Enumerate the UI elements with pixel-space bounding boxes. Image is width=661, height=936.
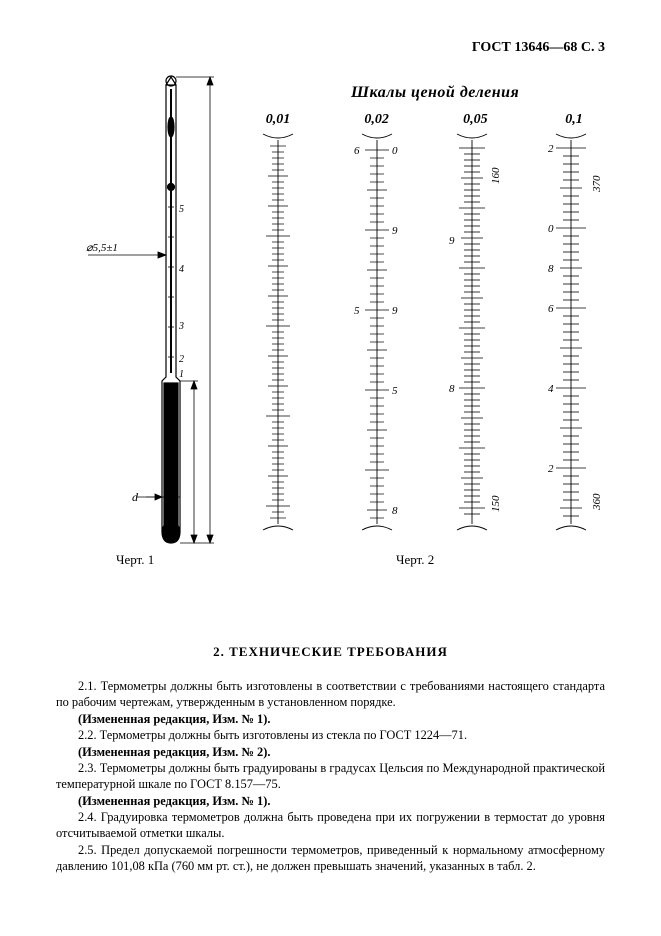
header-standard-id: ГОСТ 13646—68 С. 3 xyxy=(56,40,605,56)
para-2-2-note: (Измененная редакция, Изм. № 2). xyxy=(56,744,605,760)
svg-text:5: 5 xyxy=(392,385,398,397)
scale-005: 160 150 9 8 xyxy=(435,132,515,532)
svg-text:5: 5 xyxy=(354,305,360,317)
scale-label-002: 0,02 xyxy=(364,112,389,128)
para-2-3-note: (Измененная редакция, Изм. № 1). xyxy=(56,793,605,809)
scales-group: 0,01 xyxy=(236,112,616,542)
scale-col-01: 0,1 xyxy=(532,112,616,542)
svg-text:160: 160 xyxy=(490,167,502,184)
para-2-2: 2.2. Термометры должны быть изготовлены … xyxy=(56,727,605,743)
para-2-3: 2.3. Термометры должны быть градуированы… xyxy=(56,760,605,793)
svg-text:2: 2 xyxy=(179,354,184,365)
scale-label-005: 0,05 xyxy=(463,112,488,128)
svg-text:9: 9 xyxy=(449,235,455,247)
scale-col-002: 0,02 xyxy=(335,112,419,542)
thermometer-drawing: ⌀5,5±1 d 5 4 3 2 1 xyxy=(86,62,226,562)
svg-text:2: 2 xyxy=(548,463,554,475)
page: ГОСТ 13646—68 С. 3 xyxy=(0,0,661,936)
section-2: 2. ТЕХНИЧЕСКИЕ ТРЕБОВАНИЯ 2.1. Термометр… xyxy=(56,644,605,875)
para-2-5: 2.5. Предел допускаемой погрешности терм… xyxy=(56,842,605,875)
diameter-label: ⌀5,5±1 xyxy=(86,242,118,254)
scale-002: 6 0 9 5 9 5 8 xyxy=(342,132,412,532)
scale-label-001: 0,01 xyxy=(266,112,291,128)
svg-text:8: 8 xyxy=(392,505,398,517)
scale-col-001: 0,01 xyxy=(236,112,320,542)
svg-text:9: 9 xyxy=(392,305,398,317)
svg-text:370: 370 xyxy=(591,175,603,193)
para-2-4: 2.4. Градуировка термометров должна быть… xyxy=(56,809,605,842)
body-text: 2.1. Термометры должны быть изготовлены … xyxy=(56,678,605,875)
scale-label-01: 0,1 xyxy=(565,112,583,128)
svg-text:0: 0 xyxy=(548,223,554,235)
para-2-1: 2.1. Термометры должны быть изготовлены … xyxy=(56,678,605,711)
svg-text:2: 2 xyxy=(548,143,554,155)
svg-text:4: 4 xyxy=(179,264,184,275)
section-title: 2. ТЕХНИЧЕСКИЕ ТРЕБОВАНИЯ xyxy=(56,644,605,660)
svg-text:150: 150 xyxy=(490,495,502,512)
scale-col-005: 0,05 xyxy=(433,112,517,542)
svg-text:9: 9 xyxy=(392,225,398,237)
svg-text:3: 3 xyxy=(178,321,184,332)
dim-d: d xyxy=(132,490,139,504)
scale-001 xyxy=(248,132,308,532)
para-2-1-note: (Измененная редакция, Изм. № 1). xyxy=(56,711,605,727)
svg-text:0: 0 xyxy=(392,145,398,157)
svg-text:6: 6 xyxy=(354,145,360,157)
svg-text:360: 360 xyxy=(591,493,603,511)
svg-text:4: 4 xyxy=(548,383,554,395)
svg-text:5: 5 xyxy=(179,204,184,215)
svg-text:1: 1 xyxy=(179,369,184,380)
scale-01: 370 360 2 0 8 6 4 2 xyxy=(534,132,614,532)
svg-text:8: 8 xyxy=(449,383,455,395)
caption-fig1: Черт. 1 xyxy=(116,552,154,568)
svg-text:8: 8 xyxy=(548,263,554,275)
caption-fig2: Черт. 2 xyxy=(396,552,434,568)
scales-title: Шкалы ценой деления xyxy=(351,84,519,102)
svg-text:6: 6 xyxy=(548,303,554,315)
figures: ⌀5,5±1 d 5 4 3 2 1 Шкалы ценой деления 0… xyxy=(56,62,605,582)
